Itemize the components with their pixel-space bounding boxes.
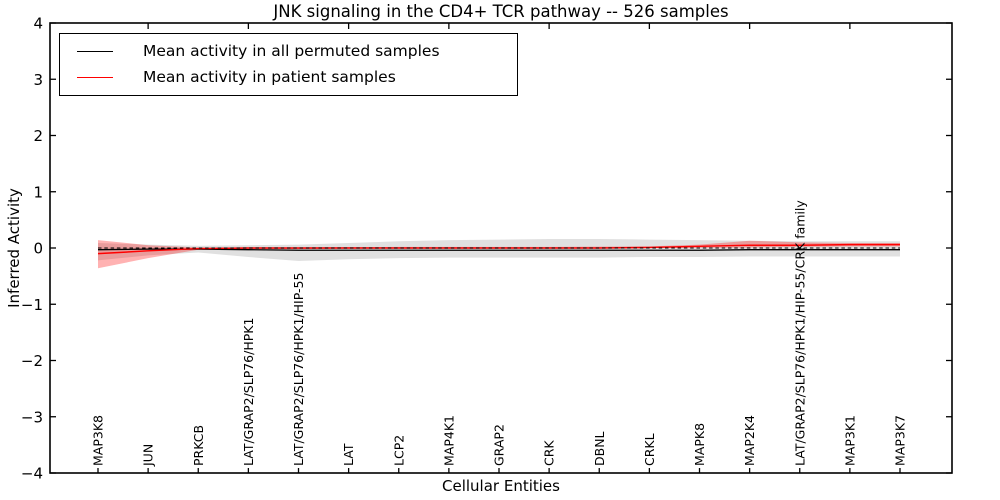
legend-entry-label: Mean activity in all permuted samples bbox=[143, 41, 440, 60]
series-line-mean-activity-in-all-permuted-samples bbox=[97, 248, 900, 251]
x-tick-label: MAP3K8 bbox=[91, 415, 106, 466]
x-tick-label: CRK bbox=[542, 440, 557, 466]
legend-entry: Mean activity in patient samples bbox=[60, 68, 517, 86]
x-axis-label: Cellular Entities bbox=[442, 477, 560, 495]
x-tick-label: MAP2K4 bbox=[742, 415, 757, 466]
x-tick-label: MAPK8 bbox=[692, 423, 707, 466]
x-tick-label: MAP3K7 bbox=[893, 415, 908, 466]
x-tick-label: CRKL bbox=[642, 433, 657, 466]
x-tick-label: DBNL bbox=[592, 431, 607, 466]
chart-title: JNK signaling in the CD4+ TCR pathway --… bbox=[273, 2, 729, 21]
legend-entry-label: Mean activity in patient samples bbox=[143, 68, 396, 86]
x-tick-label: GRAP2 bbox=[492, 424, 507, 466]
y-tick-label: −2 bbox=[21, 352, 43, 370]
y-tick-label: −3 bbox=[21, 408, 43, 426]
x-tick-label: JUN bbox=[141, 444, 156, 467]
x-tick-label: MAP3K1 bbox=[842, 415, 857, 466]
y-tick-label: 0 bbox=[33, 240, 43, 258]
x-tick-label: PRKCB bbox=[191, 425, 206, 466]
y-tick-label: −1 bbox=[21, 296, 43, 314]
legend: Mean activity in all permuted samples Mea… bbox=[59, 33, 518, 96]
y-tick-label: −4 bbox=[21, 465, 43, 483]
legend-line-swatch bbox=[77, 50, 113, 52]
x-tick-label: LAT/GRAP2/SLP76/HPK1/HIP-55 bbox=[291, 273, 306, 466]
legend-line-swatch bbox=[77, 77, 113, 79]
band-patient-samples-spread bbox=[98, 240, 900, 269]
y-tick-label: 1 bbox=[33, 183, 43, 201]
y-tick-label: 2 bbox=[33, 127, 43, 145]
x-tick-label: LAT/GRAP2/SLP76/HPK1/HIP-55/CRK family bbox=[792, 200, 807, 466]
x-tick-label: LAT bbox=[341, 443, 356, 466]
x-tick-label: LAT/GRAP2/SLP76/HPK1 bbox=[241, 318, 256, 466]
legend-entry: Mean activity in all permuted samples bbox=[60, 41, 517, 60]
y-tick-label: 4 bbox=[33, 15, 43, 33]
x-tick-label: MAP4K1 bbox=[441, 415, 456, 466]
y-tick-label: 3 bbox=[33, 71, 43, 89]
x-tick-label: LCP2 bbox=[391, 435, 406, 466]
